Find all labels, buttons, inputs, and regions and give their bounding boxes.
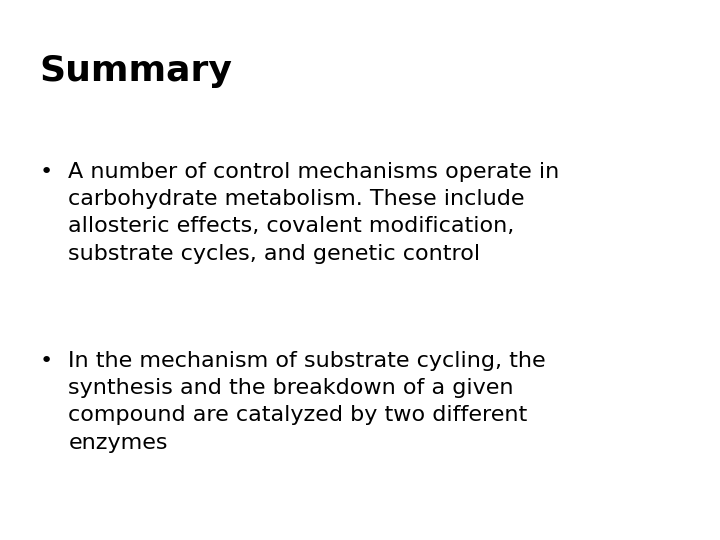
Text: •: • [40, 351, 53, 371]
Text: •: • [40, 162, 53, 182]
Text: A number of control mechanisms operate in
carbohydrate metabolism. These include: A number of control mechanisms operate i… [68, 162, 559, 264]
Text: In the mechanism of substrate cycling, the
synthesis and the breakdown of a give: In the mechanism of substrate cycling, t… [68, 351, 546, 453]
Text: Summary: Summary [40, 54, 233, 88]
